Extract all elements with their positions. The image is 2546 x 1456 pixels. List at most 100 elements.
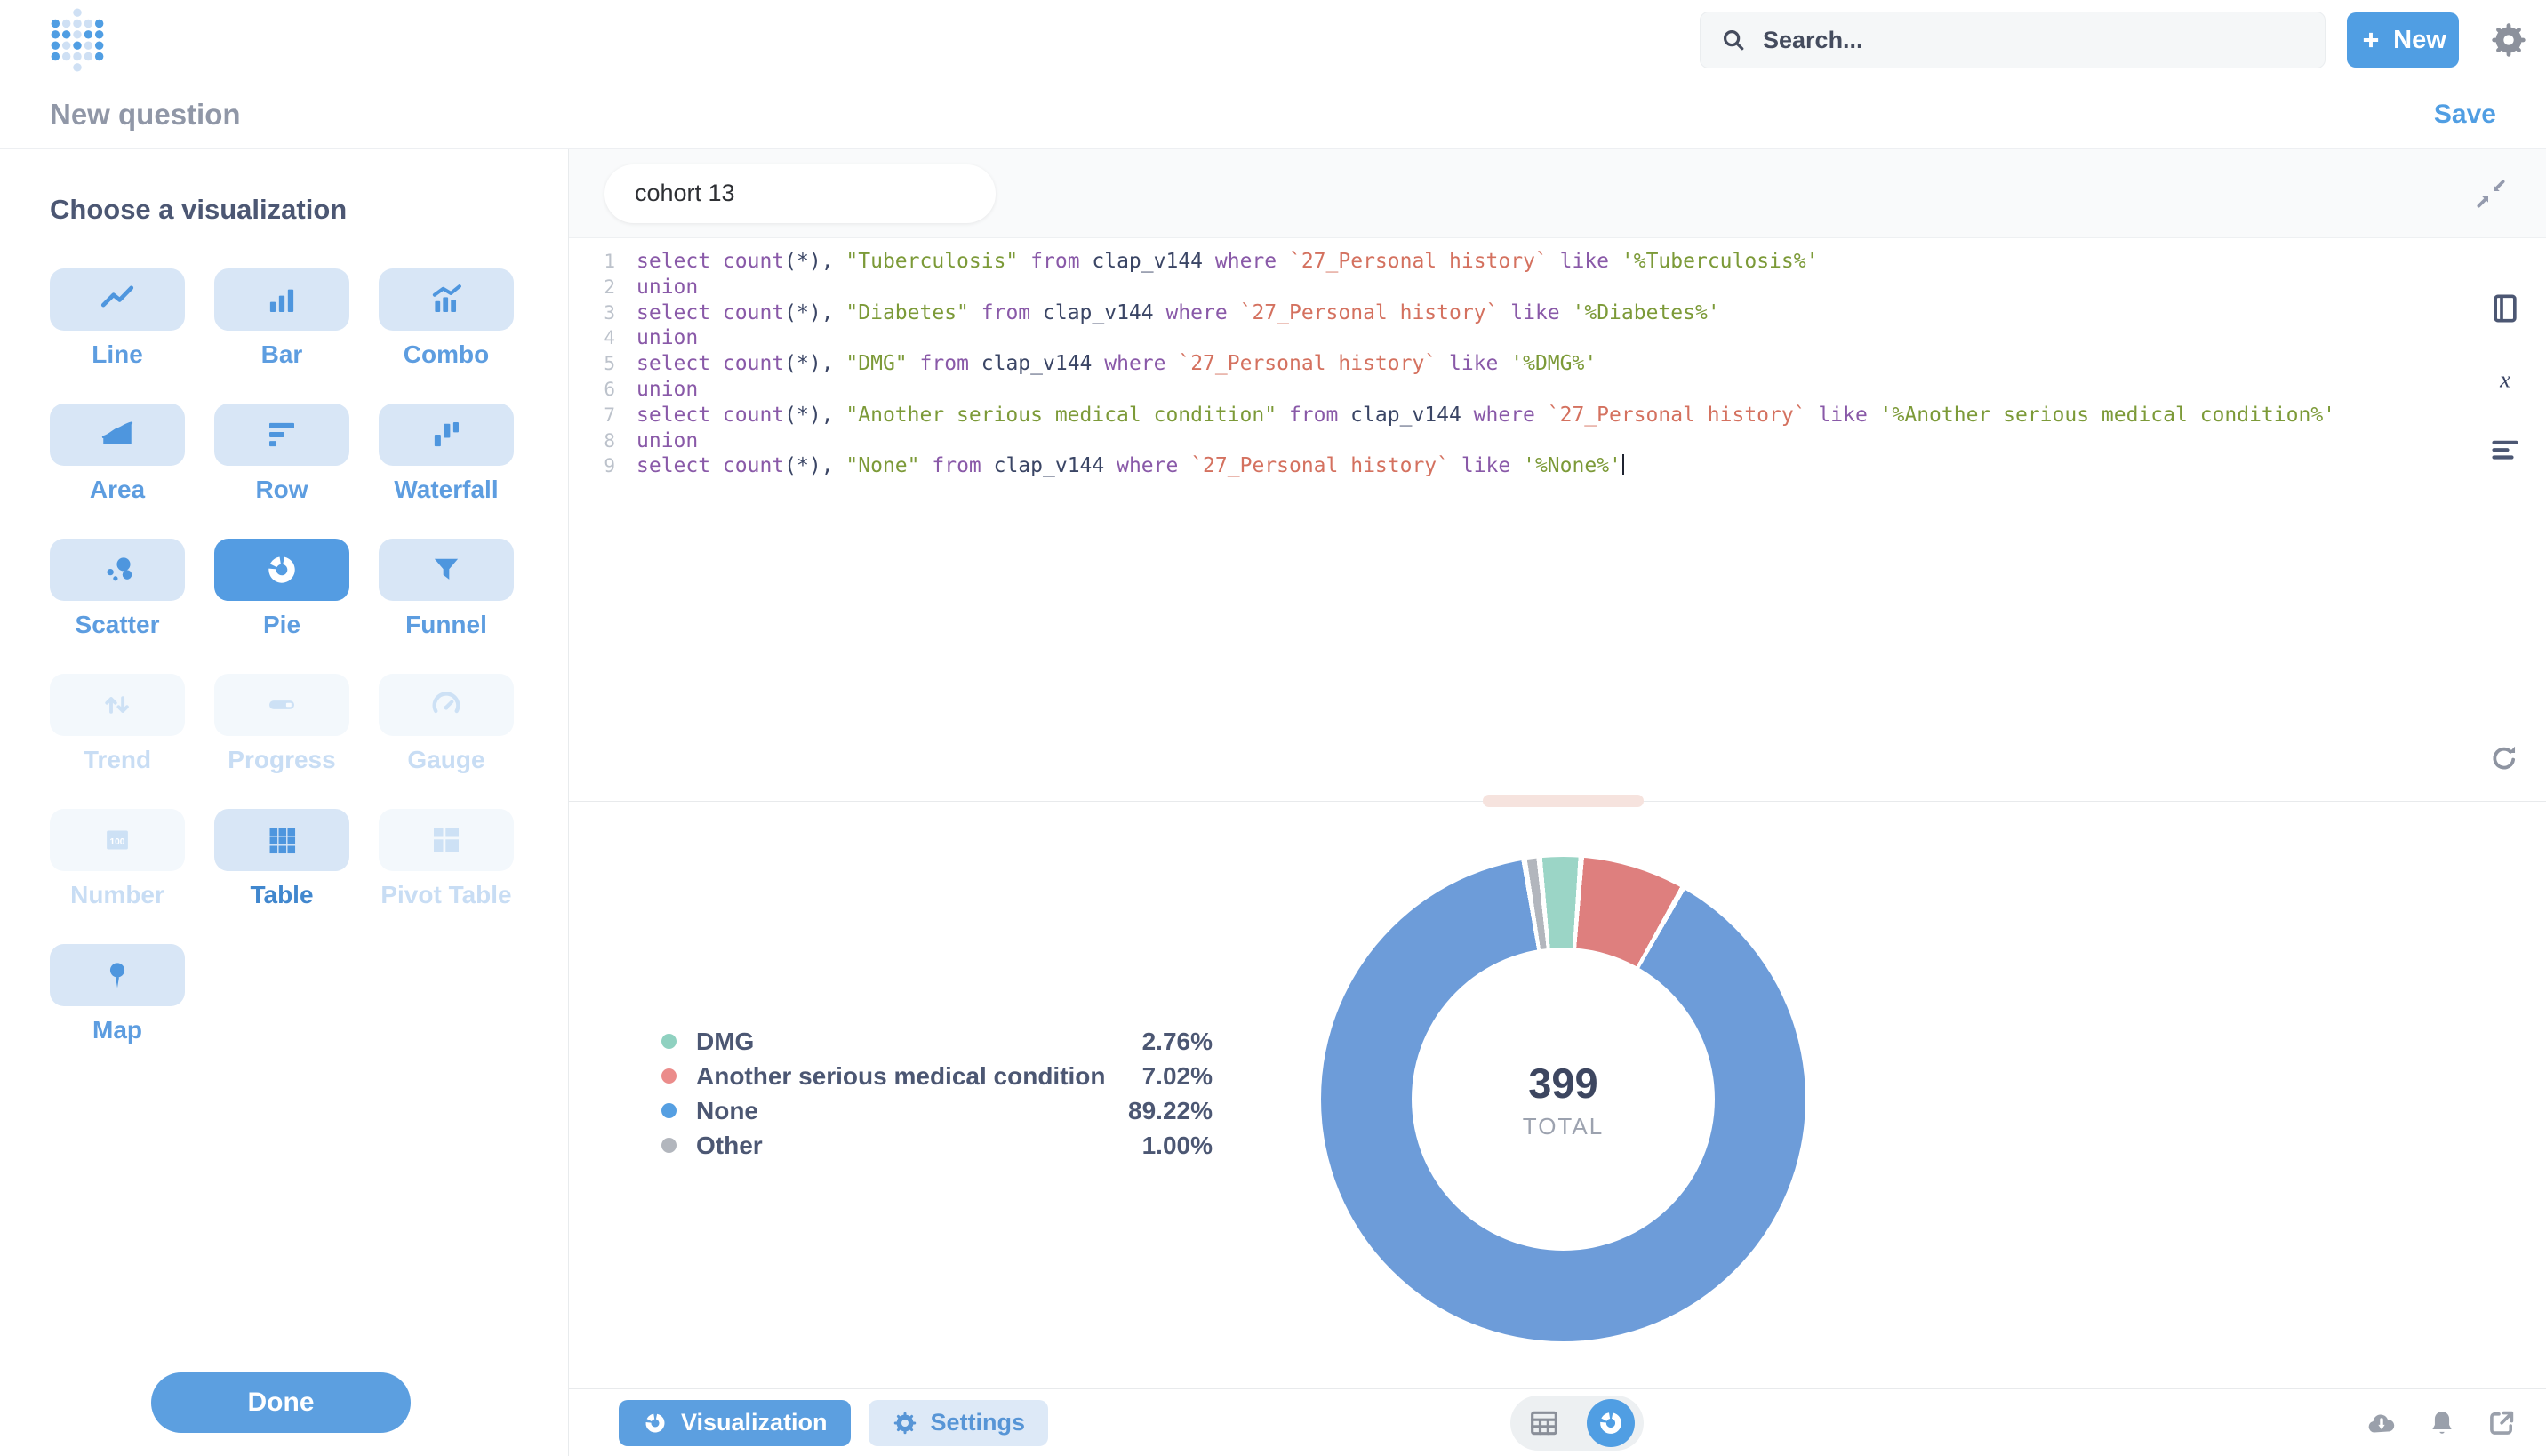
waterfall-chart-icon [428, 416, 465, 453]
line-number: 6 [604, 378, 615, 400]
legend-value: 89.22% [1128, 1096, 1213, 1124]
search-icon [1720, 27, 1747, 53]
legend-value: 2.76% [1141, 1027, 1213, 1055]
sidebar-item-row[interactable]: Row [214, 404, 349, 503]
chart-view-icon[interactable] [1587, 1399, 1635, 1447]
line-number: 1 [604, 251, 615, 272]
sidebar-item-combo[interactable]: Combo [379, 268, 514, 368]
svg-text:100: 100 [110, 837, 125, 847]
viz-item-label: Map [92, 1016, 142, 1044]
code-line[interactable]: 5 select count(*), "DMG" from clap_v144 w… [569, 351, 2546, 377]
viz-item-label: Waterfall [394, 476, 499, 503]
data-reference-icon[interactable] [2487, 290, 2525, 327]
legend-item[interactable]: Other 1.00% [661, 1128, 1213, 1163]
share-icon[interactable] [2486, 1406, 2519, 1440]
line-number: 3 [604, 301, 615, 324]
sidebar-item-bar[interactable]: Bar [214, 268, 349, 368]
sidebar-item-waterfall[interactable]: Waterfall [379, 404, 514, 503]
line-number: 7 [604, 404, 615, 426]
line-number: 2 [604, 276, 615, 298]
chart-total-label: TOTAL [1522, 1112, 1605, 1140]
svg-text:x: x [2499, 365, 2510, 392]
search-box[interactable] [1700, 12, 2326, 68]
loading-indicator [1483, 795, 1644, 807]
page-title: New question [50, 97, 241, 131]
pie-chart[interactable]: 399 TOTAL [1321, 857, 1805, 1341]
sidebar-item-number: 100 Number [50, 809, 185, 908]
viz-item-label: Gauge [407, 746, 485, 773]
settings-button[interactable]: Settings [868, 1399, 1049, 1446]
sidebar-item-scatter[interactable]: Scatter [50, 539, 185, 638]
code-line[interactable]: 6 union [569, 377, 2546, 403]
viz-item-label: Table [250, 881, 314, 908]
legend-dot [661, 1138, 677, 1153]
metabase-logo[interactable] [50, 7, 105, 73]
text-cursor [1621, 454, 1624, 476]
done-button[interactable]: Done [151, 1372, 411, 1433]
legend-label: None [696, 1096, 758, 1124]
visualization-sidebar: Choose a visualization Line Bar Combo Area R… [0, 149, 569, 1456]
sidebar-item-area[interactable]: Area [50, 404, 185, 503]
sidebar-item-line[interactable]: Line [50, 268, 185, 368]
table-view-icon[interactable] [1526, 1405, 1562, 1441]
code-line[interactable]: 9 select count(*), "None" from clap_v144 … [569, 453, 2546, 479]
sql-editor[interactable]: 1 select count(*), "Tuberculosis" from cl… [569, 238, 2546, 801]
viz-item-label: Progress [228, 746, 336, 773]
viz-item-label: Combo [403, 340, 490, 368]
save-button[interactable]: Save [2433, 99, 2496, 129]
code-line[interactable]: 4 union [569, 325, 2546, 351]
number-tile-icon: 100 [99, 821, 136, 859]
code-line[interactable]: 3 select count(*), "Diabetes" from clap_v… [569, 300, 2546, 326]
sidebar-item-map[interactable]: Map [50, 944, 185, 1044]
map-pin-icon [99, 956, 136, 994]
question-name-field[interactable]: cohort 13 [604, 164, 996, 223]
code-line[interactable]: 8 union [569, 428, 2546, 454]
sidebar-item-trend: Trend [50, 674, 185, 773]
viz-item-label: Scatter [75, 611, 160, 638]
sidebar-item-table[interactable]: Table [214, 809, 349, 908]
legend-label: Another serious medical condition [696, 1061, 1106, 1090]
sidebar-item-funnel[interactable]: Funnel [379, 539, 514, 638]
sidebar-item-progress: Progress [214, 674, 349, 773]
question-header: New question Save [0, 80, 2546, 149]
trend-chart-icon [99, 686, 136, 724]
table-grid-icon [263, 821, 300, 859]
notifications-bell-icon[interactable] [2425, 1406, 2459, 1440]
legend-value: 7.02% [1141, 1061, 1213, 1090]
legend-item[interactable]: None 89.22% [661, 1093, 1213, 1128]
area-chart-icon [99, 416, 136, 453]
progress-bar-icon [263, 686, 300, 724]
settings-button-label: Settings [930, 1409, 1026, 1436]
chart-total-value: 399 [1528, 1059, 1598, 1107]
pie-chart-icon [263, 551, 300, 588]
question-tag-bar: cohort 13 [569, 149, 2546, 238]
viz-item-label: Pie [262, 611, 301, 638]
pivot-grid-icon [428, 821, 465, 859]
settings-gear-icon[interactable] [2489, 19, 2532, 61]
code-line[interactable]: 7 select count(*), "Another serious medic… [569, 403, 2546, 428]
code-line[interactable]: 1 select count(*), "Tuberculosis" from cl… [569, 249, 2546, 275]
plus-icon [2359, 28, 2382, 52]
search-input[interactable] [1761, 25, 2305, 55]
new-button[interactable]: New [2347, 12, 2459, 68]
refresh-icon[interactable] [2487, 740, 2525, 777]
legend-dot [661, 1034, 677, 1049]
viz-item-label: Area [89, 476, 146, 503]
legend-item[interactable]: Another serious medical condition 7.02% [661, 1059, 1213, 1093]
download-icon[interactable] [2365, 1406, 2398, 1440]
legend-item[interactable]: DMG 2.76% [661, 1024, 1213, 1059]
line-number: 9 [604, 455, 615, 477]
sidebar-item-pie[interactable]: Pie [214, 539, 349, 638]
line-number: 5 [604, 353, 615, 375]
code-line[interactable]: 2 union [569, 275, 2546, 300]
collapse-editor-icon[interactable] [2473, 175, 2510, 212]
visualization-button-label: Visualization [681, 1409, 828, 1436]
snippets-icon[interactable] [2487, 432, 2525, 469]
variables-icon[interactable]: x [2487, 361, 2525, 398]
viz-item-label: Funnel [405, 611, 487, 638]
sidebar-heading: Choose a visualization [50, 194, 348, 225]
chart-legend: DMG 2.76% Another serious medical conditio… [661, 1024, 1213, 1163]
viz-item-label: Line [92, 340, 143, 368]
visualization-button[interactable]: Visualization [619, 1399, 851, 1446]
visualization-grid: Line Bar Combo Area Row Waterfall Scatter Pie Fu… [50, 268, 514, 1044]
